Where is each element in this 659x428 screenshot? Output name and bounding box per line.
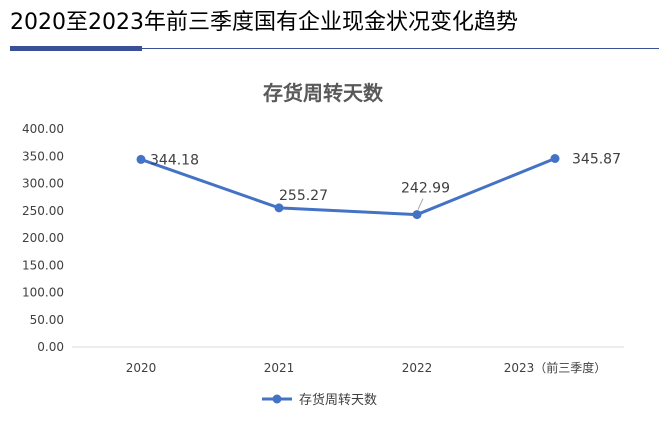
- x-tick-label: 2020: [126, 361, 157, 375]
- y-tick-label: 100.00: [22, 286, 64, 300]
- y-tick-label: 250.00: [22, 204, 64, 218]
- legend-label: 存货周转天数: [299, 392, 377, 408]
- y-tick-label: 200.00: [22, 231, 64, 245]
- y-tick-label: 400.00: [22, 122, 64, 136]
- y-tick-label: 50.00: [30, 313, 64, 327]
- y-tick-label: 300.00: [22, 177, 64, 191]
- y-axis: 0.00 50.00 100.00 150.00 200.00 250.00 300.00 3…: [22, 122, 64, 354]
- data-point: [136, 154, 146, 164]
- x-tick-label: 2023（前三季度）: [504, 360, 607, 375]
- y-tick-label: 0.00: [37, 340, 64, 354]
- data-point: [550, 154, 560, 164]
- data-label: 344.18: [150, 152, 199, 168]
- y-tick-label: 350.00: [22, 149, 64, 163]
- data-point: [274, 203, 284, 213]
- legend-point-marker: [272, 394, 282, 404]
- title-underline: [10, 48, 659, 49]
- series-layer: 344.18 255.27 242.99 345.87: [136, 152, 621, 220]
- data-label-leader: [417, 198, 424, 210]
- data-point: [412, 210, 422, 220]
- x-axis: 2020 2021 2022 2023（前三季度）: [72, 346, 624, 375]
- data-label: 255.27: [279, 188, 328, 204]
- data-label: 242.99: [401, 181, 450, 197]
- legend: 存货周转天数: [262, 392, 377, 408]
- y-tick-label: 150.00: [22, 258, 64, 272]
- chart-title: 存货周转天数: [263, 81, 384, 105]
- data-label: 345.87: [572, 152, 621, 168]
- x-tick-label: 2022: [402, 361, 433, 375]
- x-tick-label: 2021: [264, 361, 295, 375]
- page-title: 2020至2023年前三季度国有企业现金状况变化趋势: [10, 10, 518, 35]
- series-line: [139, 157, 557, 217]
- title-accent-bar: [10, 46, 142, 51]
